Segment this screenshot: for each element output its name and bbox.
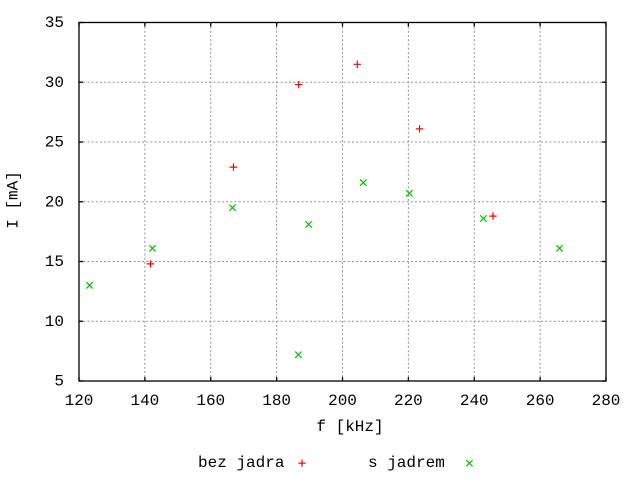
svg-text:180: 180 [262, 392, 291, 410]
svg-text:f [kHz]: f [kHz] [316, 418, 383, 436]
svg-text:25: 25 [45, 134, 64, 152]
svg-text:260: 260 [526, 392, 555, 410]
svg-text:bez jadra: bez jadra [198, 454, 285, 472]
svg-text:5: 5 [54, 373, 64, 391]
svg-text:220: 220 [394, 392, 423, 410]
svg-text:30: 30 [45, 74, 64, 92]
svg-text:10: 10 [45, 313, 64, 331]
svg-text:I [mA]: I [mA] [5, 171, 23, 229]
svg-text:140: 140 [130, 392, 159, 410]
svg-text:20: 20 [45, 193, 64, 211]
svg-text:15: 15 [45, 253, 64, 271]
svg-text:280: 280 [592, 392, 621, 410]
svg-text:120: 120 [65, 392, 94, 410]
svg-text:s jadrem: s jadrem [368, 454, 445, 472]
svg-text:240: 240 [460, 392, 489, 410]
svg-text:160: 160 [196, 392, 225, 410]
svg-text:200: 200 [328, 392, 357, 410]
svg-text:35: 35 [45, 14, 64, 32]
